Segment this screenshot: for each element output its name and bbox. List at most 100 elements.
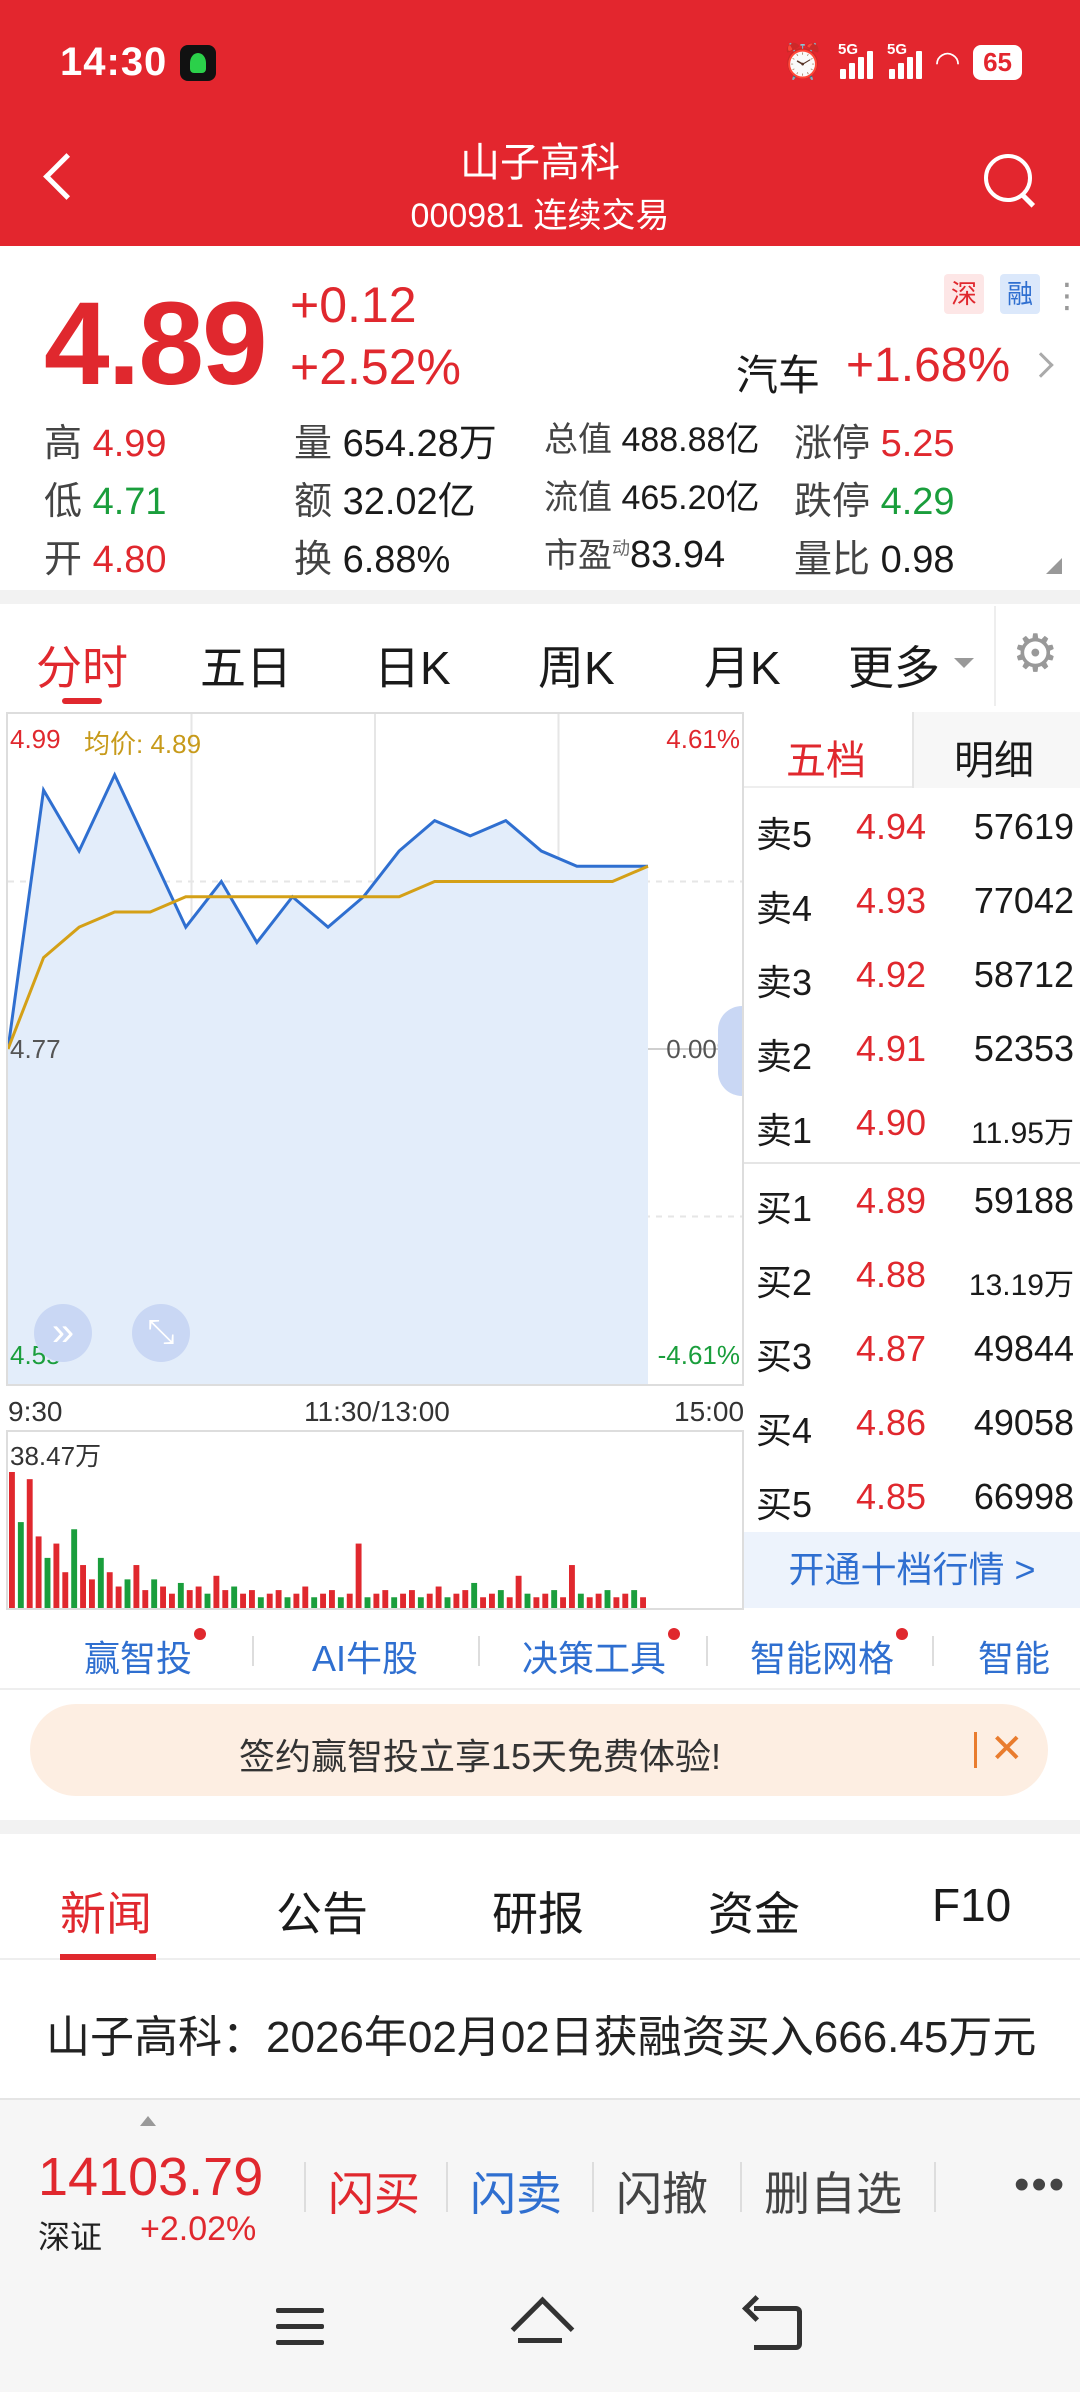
level-price: 4.88 — [856, 1254, 927, 1295]
ask-row[interactable]: 卖2 4.91 52353 — [744, 1012, 1080, 1086]
tab-news[interactable]: 新闻 — [60, 1888, 152, 1940]
pct-tick-bottom: -4.61% — [657, 1340, 740, 1370]
active-tab-underline — [60, 1954, 156, 1960]
level-volume: 13.19万 — [968, 1269, 1074, 1302]
tool-ai-stocks[interactable]: AI牛股 — [312, 1638, 419, 1679]
tab-funds[interactable]: 资金 — [708, 1888, 800, 1940]
tab-detail[interactable]: 明细 — [954, 739, 1034, 783]
index-value[interactable]: 14103.79 — [38, 2147, 264, 2207]
flash-buy-button[interactable]: 闪买 — [328, 2168, 420, 2220]
flash-sell-button[interactable]: 闪卖 — [470, 2168, 562, 2220]
more-icon[interactable]: ••• — [1014, 2160, 1067, 2209]
app-header: 14:30 ⏰ 5G 5G ◠ 65 山子高科 000981 连续交易 — [0, 0, 1080, 246]
fullscreen-icon[interactable]: ⤡ — [132, 1304, 190, 1362]
tab-more[interactable]: 更多 — [848, 642, 940, 694]
tool-divider — [932, 1636, 934, 1666]
tab-intraday[interactable]: 分时 — [36, 642, 128, 694]
home-icon[interactable] — [512, 2302, 568, 2350]
level-name: 卖5 — [756, 814, 813, 855]
stat-market-cap: 总值 488.88亿 — [544, 421, 760, 459]
volume-bar — [124, 1579, 131, 1608]
level-name: 卖2 — [756, 1036, 813, 1077]
tool-yingzhitou[interactable]: 赢智投 — [84, 1628, 207, 1682]
volume-bar — [489, 1593, 495, 1608]
tool-smart-more[interactable]: 智能 — [978, 1638, 1051, 1679]
volume-bar — [284, 1597, 291, 1608]
y-tick-top: 4.99 — [10, 724, 61, 754]
price-change-pct: +2.52% — [290, 339, 461, 395]
tab-five-day[interactable]: 五日 — [200, 642, 292, 694]
ask-row[interactable]: 卖5 4.94 57619 — [744, 790, 1080, 864]
volume-bar — [613, 1597, 620, 1608]
notification-dot — [668, 1628, 681, 1640]
volume-bar — [364, 1597, 371, 1608]
level-volume: 66998 — [973, 1476, 1074, 1517]
volume-bar — [249, 1590, 255, 1608]
expand-triangle-icon[interactable] — [1046, 558, 1062, 574]
flash-cancel-button[interactable]: 闪撤 — [616, 2168, 708, 2220]
bid-row[interactable]: 买2 4.88 13.19万 — [744, 1238, 1080, 1312]
volume-bar — [524, 1593, 531, 1608]
tab-five-level[interactable]: 五档 — [786, 739, 866, 783]
bid-row[interactable]: 买3 4.87 49844 — [744, 1312, 1080, 1386]
sector-change[interactable]: +1.68% — [846, 339, 1011, 392]
tab-weekly-k[interactable]: 周K — [538, 642, 615, 694]
bid-row[interactable]: 买5 4.85 66998 — [744, 1460, 1080, 1534]
volume-bar — [569, 1565, 575, 1608]
button-divider — [592, 2162, 594, 2212]
button-divider — [740, 2162, 742, 2212]
tab-monthly-k[interactable]: 月K — [704, 642, 781, 694]
tab-daily-k[interactable]: 日K — [374, 642, 451, 694]
bid-row[interactable]: 买1 4.89 59188 — [744, 1164, 1080, 1238]
stat-limit-up: 涨停 5.25 — [794, 423, 955, 465]
chart-svg — [6, 714, 742, 1384]
tool-decision[interactable]: 决策工具 — [522, 1628, 681, 1682]
chevron-down-icon[interactable] — [954, 658, 974, 668]
volume-chart[interactable]: 38.47万 — [6, 1430, 744, 1610]
ask-row[interactable]: 卖3 4.92 58712 — [744, 938, 1080, 1012]
side-drawer-handle[interactable] — [718, 1006, 742, 1096]
volume-bar — [302, 1586, 309, 1608]
level-volume: 52353 — [973, 1028, 1074, 1069]
level-volume: 49058 — [973, 1402, 1074, 1443]
ten-level-button[interactable]: 开通十档行情 > — [744, 1532, 1080, 1608]
menu-icon[interactable] — [276, 2308, 324, 2348]
volume-bar — [533, 1597, 540, 1608]
volume-bar — [71, 1529, 78, 1608]
volume-bar — [355, 1543, 362, 1608]
volume-bar — [426, 1593, 433, 1608]
promo-banner[interactable]: 签约赢智投立享15天免费体验! — [30, 1704, 1048, 1796]
tool-smart-grid[interactable]: 智能网格 — [750, 1628, 909, 1682]
more-icon[interactable] — [1050, 276, 1080, 316]
volume-bar — [17, 1522, 24, 1608]
back-icon[interactable] — [754, 2306, 802, 2350]
ask-row[interactable]: 卖1 4.90 11.95万 — [744, 1086, 1080, 1160]
volume-bar — [453, 1593, 460, 1608]
search-button[interactable] — [980, 150, 1040, 210]
remove-watchlist-button[interactable]: 删自选 — [764, 2168, 902, 2220]
ask-row[interactable]: 卖4 4.93 77042 — [744, 864, 1080, 938]
volume-bar — [257, 1597, 264, 1608]
x-tick-mid: 11:30/13:00 — [304, 1396, 450, 1427]
chevron-right-icon[interactable] — [1028, 352, 1054, 378]
tab-f10[interactable]: F10 — [932, 1879, 1012, 1931]
stat-volume-ratio: 量比 0.98 — [794, 539, 955, 581]
close-icon[interactable] — [974, 1722, 1034, 1778]
volume-bar — [417, 1597, 424, 1608]
tool-divider — [706, 1636, 708, 1666]
tab-research[interactable]: 研报 — [492, 1888, 584, 1940]
bid-row[interactable]: 买4 4.86 49058 — [744, 1386, 1080, 1460]
intraday-chart[interactable]: 4.99 均价: 4.89 4.77 4.55 4.61% 0.00% -4.6… — [6, 712, 744, 1386]
signal-icon: 5G — [887, 41, 922, 79]
sector-name[interactable]: 汽车 — [736, 352, 821, 399]
volume-bar — [275, 1590, 282, 1608]
volume-bar — [515, 1575, 522, 1608]
volume-bar — [151, 1579, 158, 1608]
volume-bar — [577, 1593, 584, 1608]
stat-high: 高 4.99 — [44, 423, 167, 465]
double-chevron-icon[interactable]: » — [34, 1304, 92, 1362]
gear-icon[interactable] — [994, 606, 1080, 706]
news-headline[interactable]: 山子高科：2026年02月02日获融资买入666.45万元 — [46, 2013, 1037, 2062]
tab-announcements[interactable]: 公告 — [276, 1888, 368, 1940]
pct-tick-top: 4.61% — [666, 724, 740, 754]
